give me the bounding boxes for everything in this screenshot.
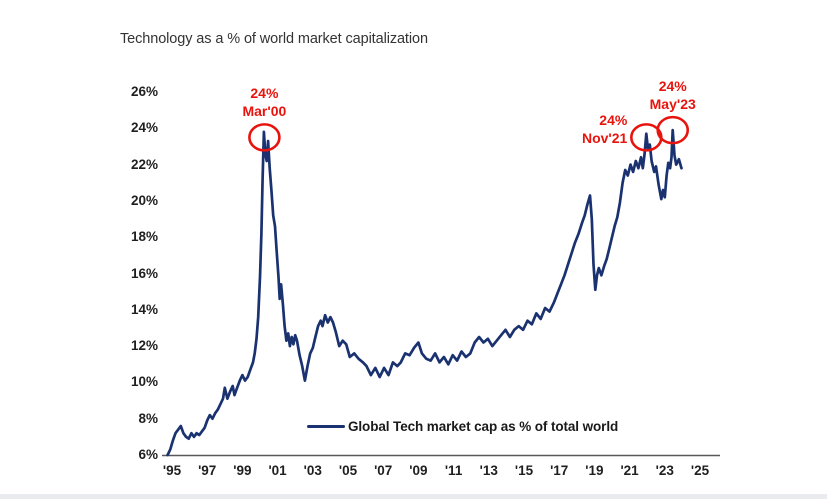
peak-annotation: 24% May'23 bbox=[613, 77, 733, 113]
y-tick-label: 26% bbox=[130, 84, 158, 99]
bottom-edge-strip bbox=[0, 494, 827, 499]
x-tick-label: '07 bbox=[374, 463, 393, 478]
chart-title: Technology as a % of world market capita… bbox=[120, 31, 428, 47]
peak-annotation-value: 24% bbox=[599, 112, 628, 129]
y-tick-label: 20% bbox=[130, 192, 158, 208]
y-tick-label: 10% bbox=[130, 374, 158, 390]
x-tick-label: '19 bbox=[585, 463, 604, 478]
y-tick-label: 22% bbox=[130, 156, 158, 172]
peak-annotation-date: Mar'00 bbox=[242, 103, 287, 120]
peak-annotation-value: 24% bbox=[250, 85, 279, 102]
x-tick-label: '97 bbox=[198, 463, 217, 478]
peak-annotation: 24% Nov'21 bbox=[517, 111, 627, 147]
y-tick-label: 14% bbox=[130, 301, 158, 317]
peak-annotation-value: 24% bbox=[658, 78, 687, 95]
y-tick-label: 18% bbox=[130, 229, 158, 245]
x-tick-label: '23 bbox=[655, 463, 674, 478]
peak-annotation: 24% Mar'00 bbox=[204, 84, 324, 120]
peak-circle bbox=[656, 115, 690, 145]
x-tick-label: '95 bbox=[162, 463, 182, 478]
x-tick-label: '11 bbox=[444, 463, 463, 478]
x-tick-label: '03 bbox=[303, 463, 322, 478]
peak-annotation-date: Nov'21 bbox=[581, 130, 628, 147]
x-tick-label: '99 bbox=[233, 463, 252, 478]
x-tick-label: '01 bbox=[268, 463, 287, 478]
x-tick-label: '25 bbox=[690, 463, 710, 478]
y-tick-label: 16% bbox=[130, 265, 158, 281]
y-tick-label: 8% bbox=[138, 410, 158, 426]
x-tick-label: '09 bbox=[409, 463, 428, 478]
y-tick-label: 12% bbox=[130, 338, 158, 354]
peak-highlight-circles bbox=[248, 115, 690, 152]
legend: Global Tech market cap as % of total wor… bbox=[307, 419, 618, 434]
x-tick-label: '17 bbox=[550, 463, 569, 478]
legend-label: Global Tech market cap as % of total wor… bbox=[348, 419, 619, 434]
y-tick-label: 6% bbox=[138, 447, 158, 462]
peak-annotation-date: May'23 bbox=[649, 96, 696, 113]
y-tick-label: 24% bbox=[130, 120, 158, 136]
tech-share-series-line bbox=[166, 128, 683, 457]
x-tick-label: '05 bbox=[338, 463, 358, 478]
x-tick-label: '21 bbox=[620, 463, 639, 478]
x-tick-label: '15 bbox=[514, 463, 534, 478]
legend-line-swatch bbox=[307, 424, 345, 429]
peak-circle bbox=[248, 123, 281, 152]
x-tick-label: '13 bbox=[479, 463, 498, 478]
